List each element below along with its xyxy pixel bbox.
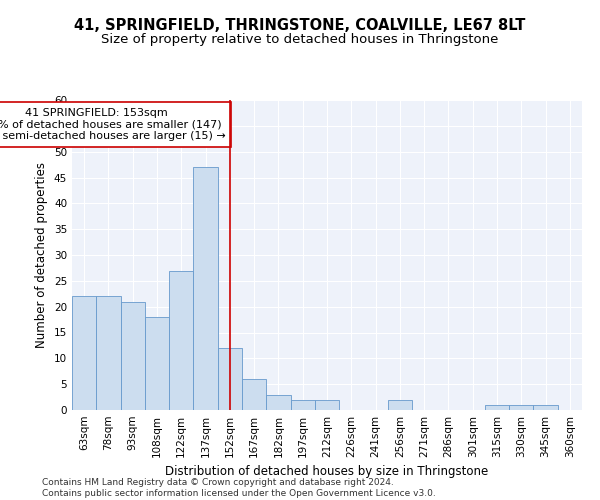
Bar [72, 296, 96, 410]
Bar [145, 317, 169, 410]
Bar [242, 379, 266, 410]
Y-axis label: Number of detached properties: Number of detached properties [35, 162, 49, 348]
Bar [290, 400, 315, 410]
Bar [169, 270, 193, 410]
Text: 41, SPRINGFIELD, THRINGSTONE, COALVILLE, LE67 8LT: 41, SPRINGFIELD, THRINGSTONE, COALVILLE,… [74, 18, 526, 32]
Bar [193, 167, 218, 410]
Bar [533, 405, 558, 410]
Bar [96, 296, 121, 410]
Bar [485, 405, 509, 410]
Text: Contains HM Land Registry data © Crown copyright and database right 2024.
Contai: Contains HM Land Registry data © Crown c… [42, 478, 436, 498]
Bar [388, 400, 412, 410]
Text: Size of property relative to detached houses in Thringstone: Size of property relative to detached ho… [101, 32, 499, 46]
Bar [218, 348, 242, 410]
Text: 41 SPRINGFIELD: 153sqm
← 90% of detached houses are smaller (147)
9% of semi-det: 41 SPRINGFIELD: 153sqm ← 90% of detached… [0, 108, 226, 141]
Bar [509, 405, 533, 410]
Bar [121, 302, 145, 410]
Bar [315, 400, 339, 410]
X-axis label: Distribution of detached houses by size in Thringstone: Distribution of detached houses by size … [166, 466, 488, 478]
Bar [266, 394, 290, 410]
